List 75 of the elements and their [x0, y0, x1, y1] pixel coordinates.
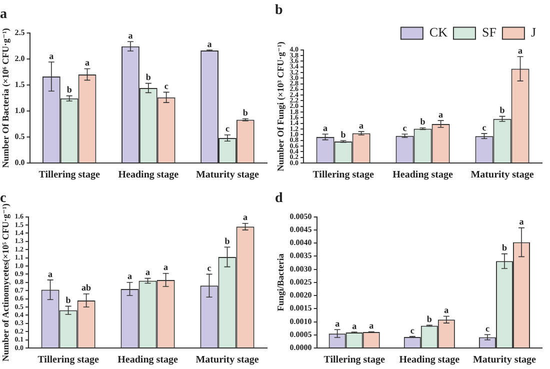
y-tick-label: 0.0015	[290, 304, 312, 313]
annotation: c	[402, 122, 407, 133]
chart-title: a	[0, 7, 7, 22]
annotation: a	[128, 30, 134, 40]
legend-label: J	[530, 24, 536, 40]
chart-title: b	[275, 3, 283, 18]
annotation: b	[426, 314, 432, 324]
x-tick-label: Maturity stage	[472, 354, 537, 366]
annotation: c	[164, 81, 168, 91]
y-axis-title: Number of Actinomycetes(×10⁵ CFU·g⁻¹)	[0, 203, 11, 362]
annotation: a	[335, 318, 340, 328]
annotation: a	[519, 216, 524, 227]
annotation: b	[502, 242, 507, 253]
y-tick-label: 0.0050	[290, 212, 312, 221]
y-tick-label: 0.0025	[290, 277, 312, 286]
y-axis-title: Fungi/Bacteria	[276, 253, 286, 312]
x-tick-label: Heading stage	[118, 170, 180, 181]
y-tick-label: 1.0	[14, 106, 25, 115]
x-tick-label: Tillering stage	[324, 354, 386, 366]
y-tick-label: 0.0040	[290, 238, 312, 248]
y-tick-label: 0.0020	[290, 290, 312, 300]
annotation: a	[49, 50, 54, 61]
annotation: b	[224, 236, 230, 246]
legend-label: SF	[482, 24, 496, 40]
annotation: a	[146, 267, 151, 278]
annotation: a	[207, 38, 212, 49]
x-tick-label: Tillering stage	[312, 170, 374, 181]
annotation: ab	[82, 282, 92, 293]
annotation: a	[323, 122, 328, 133]
y-tick-label: 0.0035	[290, 251, 312, 260]
y-axis-title: Number Of Fungi (×10³ CFU·g⁻¹)	[276, 42, 286, 172]
x-tick-label: Tillering stage	[38, 170, 100, 181]
y-tick-label: 0.0	[14, 158, 25, 168]
annotation: b	[66, 84, 72, 95]
y-axis-title: Number Of Bacteria (×10⁶ CFU·g⁻¹)	[0, 28, 11, 168]
annotation: a	[359, 120, 364, 130]
y-tick-label: 0.0010	[290, 316, 312, 326]
annotation: a	[164, 262, 169, 272]
annotation: c	[410, 325, 414, 336]
y-tick-label: 2.0	[14, 54, 25, 63]
x-tick-label: Maturity stage	[196, 354, 260, 366]
y-tick-label: 2.5	[14, 28, 25, 37]
x-tick-label: Heading stage	[392, 170, 454, 181]
annotation: c	[225, 124, 230, 134]
x-tick-label: Heading stage	[118, 354, 178, 366]
x-tick-label: Heading stage	[399, 354, 460, 366]
annotation: a	[369, 320, 374, 331]
annotation: a	[352, 320, 358, 331]
annotation: b	[242, 108, 248, 118]
annotation: a	[518, 45, 524, 56]
annotation: a	[128, 271, 133, 282]
annotation: b	[66, 295, 71, 306]
annotation: b	[146, 72, 151, 82]
annotation: c	[485, 323, 490, 334]
x-tick-label: Maturity stage	[470, 170, 534, 181]
annotation: a	[438, 109, 444, 120]
annotation: b	[340, 129, 346, 140]
annotation: c	[207, 263, 212, 274]
y-tick-label: 0.0030	[290, 264, 312, 274]
x-tick-label: Maturity stage	[196, 170, 260, 181]
annotation: c	[482, 122, 486, 132]
x-tick-label: Tillering stage	[38, 354, 100, 366]
annotation: a	[243, 212, 248, 222]
legend-label: CK	[429, 24, 448, 40]
annotation: a	[444, 305, 450, 316]
y-tick-label: 0.0005	[290, 330, 312, 339]
annotation: b	[420, 116, 426, 127]
annotation: a	[85, 58, 90, 68]
y-tick-label: 0.5	[14, 132, 25, 142]
y-tick-label: 0.0045	[290, 224, 312, 234]
chart-title: d	[275, 191, 283, 206]
y-tick-label: 1.5	[14, 80, 25, 89]
annotation: b	[500, 105, 505, 116]
annotation: a	[48, 268, 54, 279]
y-tick-label: 0.0000	[290, 343, 312, 352]
